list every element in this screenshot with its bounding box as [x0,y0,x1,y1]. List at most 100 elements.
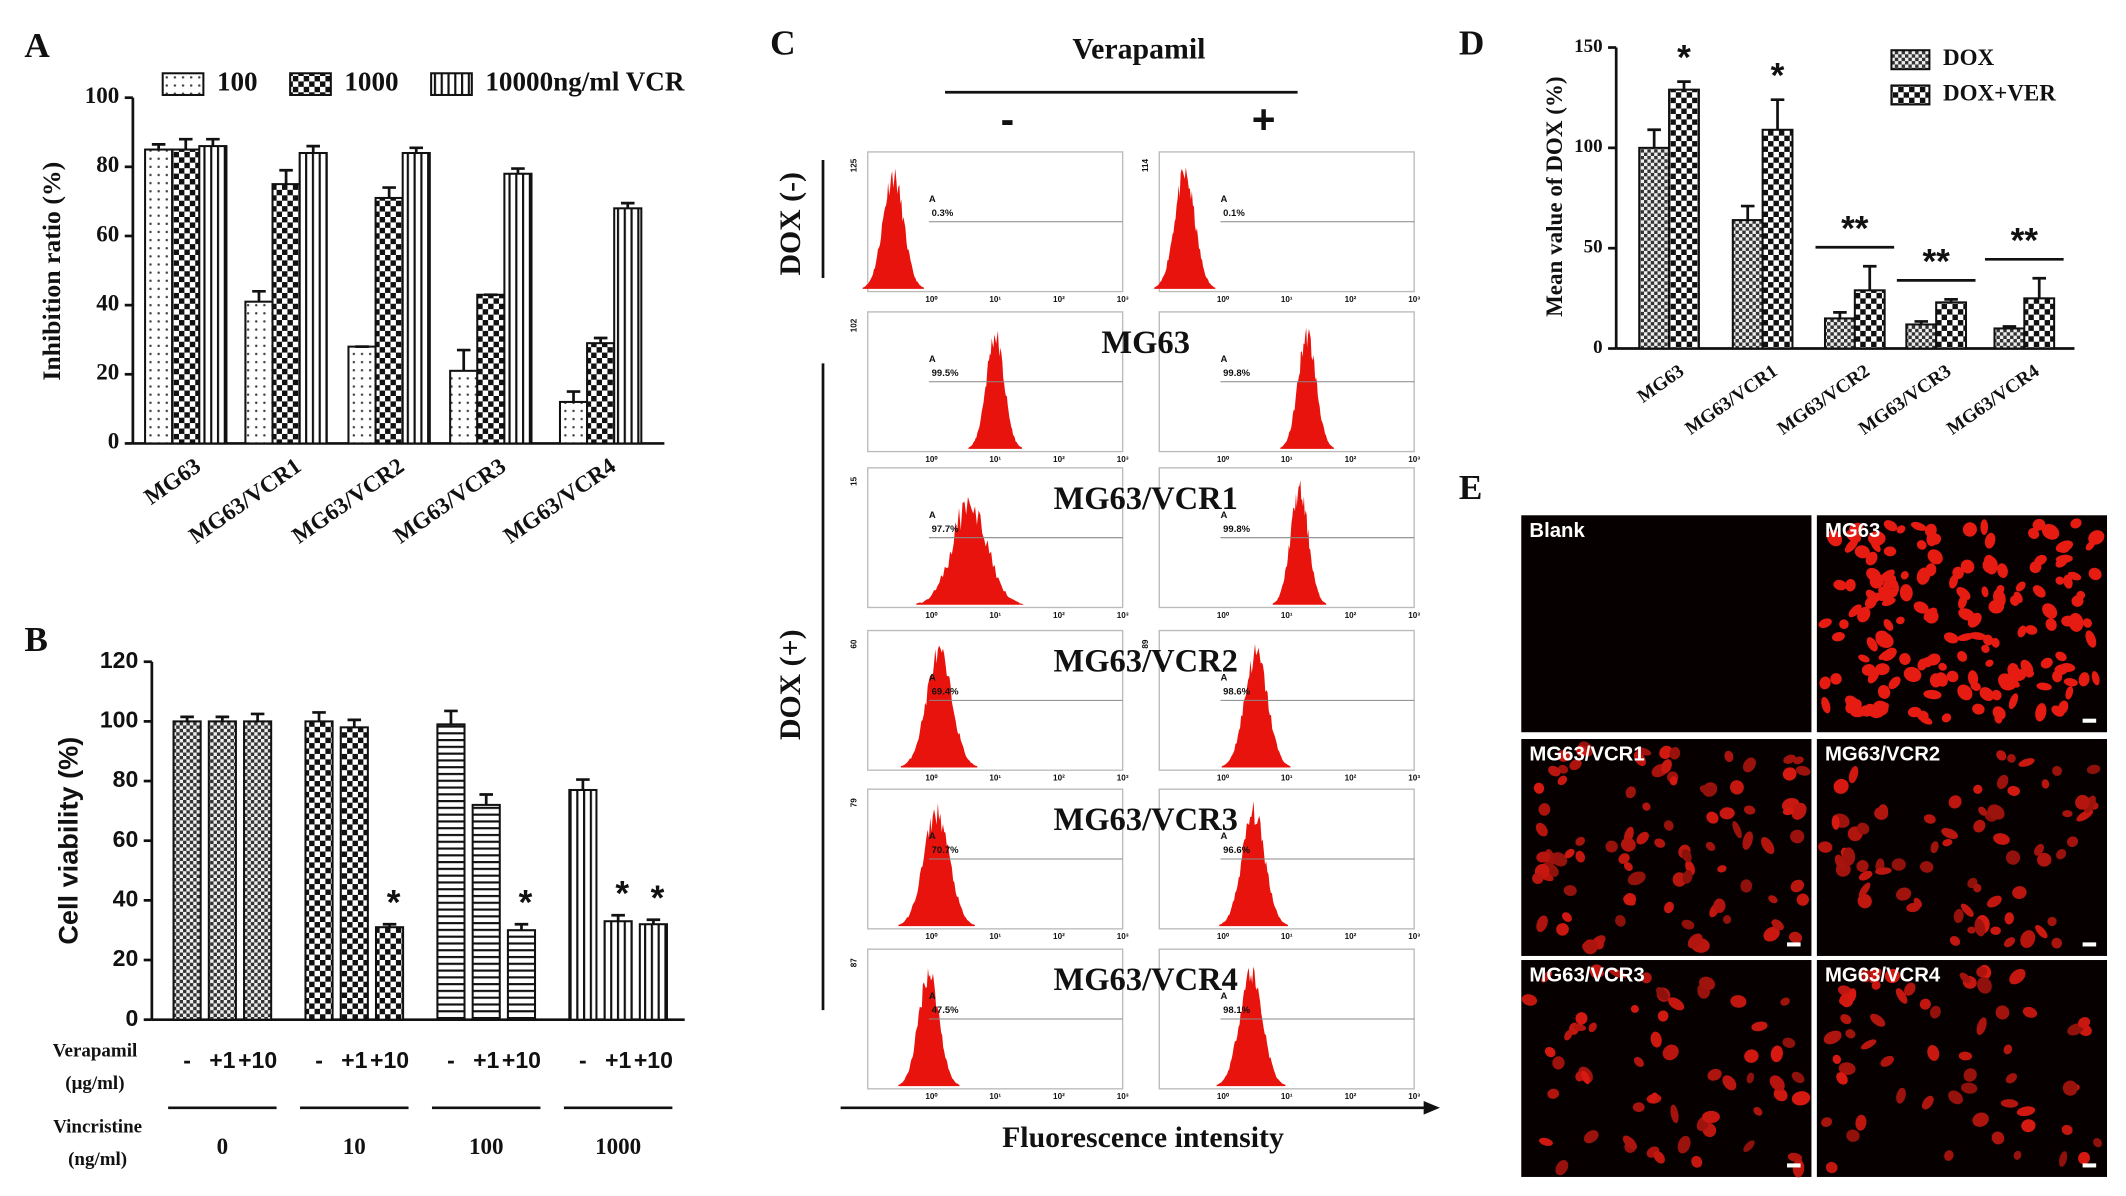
cell [1882,647,1897,661]
y-tick-label: 0 [125,1005,138,1031]
y-max-label: 60 [849,639,858,649]
cell [1782,807,1794,816]
bar [1668,88,1700,350]
cell [1793,756,1804,765]
panel-label: A [24,26,50,65]
cell [1556,923,1569,936]
cell [2017,625,2027,638]
cell [1856,860,1869,873]
cell [1986,895,2002,908]
cell [1874,807,1889,820]
x-tick-label: - [579,1047,587,1073]
cell [1563,885,1577,897]
cell [1608,968,1627,979]
gate-name: A [1220,354,1227,365]
cell [1997,563,2008,578]
cell [1842,847,1856,866]
bar [171,148,201,445]
error-bar [252,289,266,302]
y-tick-label: 80 [113,766,139,792]
x-tick-label: 10² [1053,1092,1065,1101]
error-bar [444,709,458,725]
y-tick-label: 20 [113,945,139,971]
cell [1995,1005,2010,1020]
cell [1976,966,1988,978]
cell [2013,591,2023,603]
gated-percent: 69.4% [932,686,959,697]
legend-swatch [1890,84,1931,106]
cell [1761,837,1775,855]
bar [1823,317,1856,350]
bar [1993,327,2026,350]
cell [2035,925,2048,939]
error-bar [347,718,362,728]
bar [471,803,501,1021]
cell [1773,1087,1788,1102]
x-tick-label: 10¹ [1281,455,1293,464]
cell [1719,807,1735,820]
cell [2083,795,2096,813]
cell [1927,1045,1940,1061]
cell [1836,1072,1848,1085]
x-tick-label: 10³ [1408,1092,1420,1101]
cell [1753,1106,1763,1116]
cell [1681,919,1695,930]
cell [1845,578,1856,592]
cell [1564,1029,1573,1041]
x-tick-label: +1 [341,1047,367,1073]
x-tick-label: 10⁰ [1217,611,1230,620]
cell [1746,1072,1755,1084]
cell [1923,814,1936,824]
bar [198,145,228,445]
cell [1790,879,1805,893]
cell [1740,879,1753,893]
cell [2003,937,2016,948]
gate-name: A [929,831,936,842]
cell [1581,1070,1590,1085]
cell [2078,1151,2090,1165]
histogram [898,968,960,1087]
cell [1768,895,1778,904]
y-tick-label: 0 [1593,337,1602,358]
legend-swatch [161,72,205,96]
bar [506,929,537,1021]
cell [2025,625,2038,635]
x-tick-label: +10 [502,1047,541,1073]
cell [1948,1090,1963,1105]
y-tick-label: 40 [96,289,119,315]
image-label: MG63/VCR4 [1825,965,1941,987]
cell [1858,882,1871,898]
cell [1990,926,2001,935]
cell [1615,915,1626,927]
cell [1848,766,1859,784]
error-bar [1770,98,1785,130]
cell [1744,1049,1759,1063]
cell [1927,549,1943,565]
cell [1662,1044,1679,1061]
cell [2036,682,2052,691]
gate-name: A [929,991,936,1002]
cell [1538,803,1551,816]
x-tick-label: 10⁰ [1217,932,1230,941]
y-axis-title: Inhibition ratio (%) [37,162,66,381]
cell [1831,815,1840,830]
bar [1935,301,1968,350]
x-tick-label: 10³ [1117,1092,1129,1101]
cell [1717,865,1727,873]
cell [1588,1022,1597,1033]
cell [1677,1135,1691,1154]
cell [1659,745,1673,760]
legend-label: DOX+VER [1943,79,2056,105]
cell [1916,540,1927,550]
error-bar [1862,264,1877,291]
cell [1856,822,1870,835]
cell [1900,571,1909,580]
cell [1730,780,1744,795]
cell [1562,912,1572,922]
cell [1924,523,1937,538]
error-bar [514,922,529,931]
y-tick-label: 50 [1584,237,1603,258]
cell [1895,887,1912,901]
cell [1996,750,2007,761]
cell [1921,1095,1934,1110]
